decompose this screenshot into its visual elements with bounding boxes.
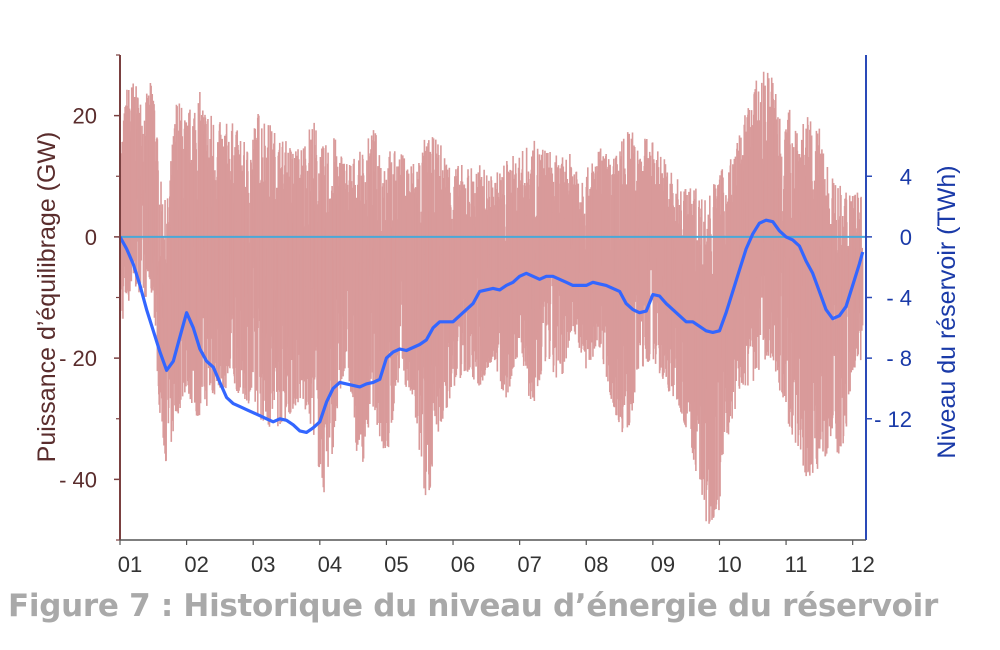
x-tick-label: 11: [785, 552, 808, 577]
left-tick-label: 20: [73, 104, 97, 129]
balancing-power-series: [119, 71, 864, 524]
x-tick-label: 08: [584, 552, 608, 577]
x-tick-label: 01: [118, 552, 142, 577]
right-tick-label: - 8: [886, 346, 912, 371]
x-tick-label: 03: [251, 552, 275, 577]
x-tick-label: 09: [651, 552, 675, 577]
right-axis-ticks: 4 0 - 4 - 8 - 12: [866, 164, 912, 432]
x-tick-label: 04: [318, 552, 342, 577]
x-axis-ticks: 01 02 03 04 05 06 07 08 09 10 11 12: [118, 540, 875, 577]
left-tick-label: - 20: [59, 346, 97, 371]
x-tick-label: 02: [184, 552, 208, 577]
right-tick-label: 0: [900, 225, 912, 250]
figure-caption: Figure 7 : Historique du niveau d’énergi…: [8, 588, 938, 624]
x-tick-label: 07: [517, 552, 541, 577]
x-tick-label: 10: [717, 552, 741, 577]
left-tick-label: 0: [85, 225, 97, 250]
x-tick-label: 05: [384, 552, 408, 577]
left-axis-label: Puissance d’équilibrage (GW): [33, 132, 61, 463]
left-tick-label: - 40: [59, 467, 97, 492]
right-axis-label: Niveau du réservoir (TWh): [933, 165, 961, 458]
right-tick-label: - 4: [886, 286, 912, 311]
right-tick-label: 4: [900, 164, 912, 189]
x-tick-label: 12: [850, 552, 874, 577]
left-axis-ticks: 20 0 - 20 - 40: [59, 54, 120, 541]
x-tick-label: 06: [451, 552, 475, 577]
right-tick-label: - 12: [874, 407, 912, 432]
reservoir-level-series: [118, 218, 865, 434]
